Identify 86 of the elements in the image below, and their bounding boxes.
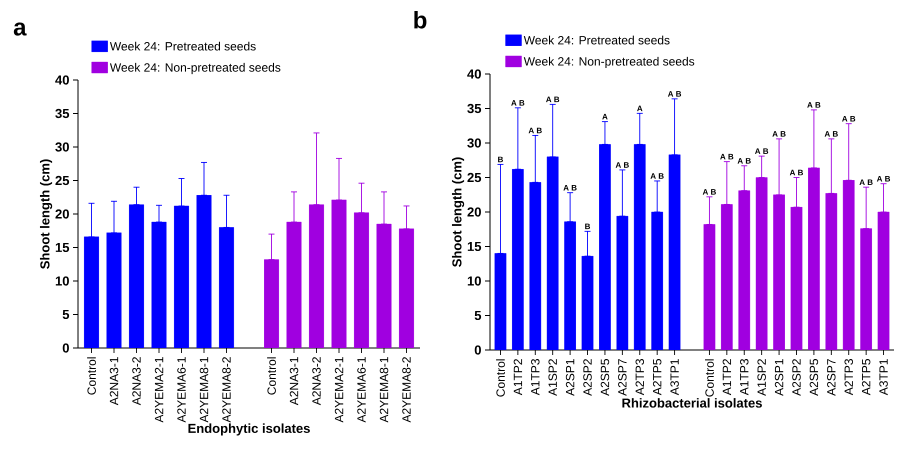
annotation: A B	[842, 116, 856, 122]
y-tick-label: 30	[55, 142, 69, 152]
x-axis-title: Rhizobacterial isolates	[622, 398, 762, 408]
x-tick-label: A2SP7	[618, 359, 627, 396]
x-tick-label: A2NA3-2	[132, 357, 141, 406]
x-tick-label: A3TP1	[670, 359, 679, 396]
y-tick-label: 15	[468, 242, 482, 252]
annotation: A B	[824, 131, 838, 137]
y-tick-label: 35	[467, 104, 482, 114]
chart-title: b	[414, 10, 426, 29]
annotation: A B	[563, 184, 577, 190]
y-tick-label: 35	[55, 108, 70, 118]
x-axis-title: Endophytic isolates	[188, 423, 310, 436]
x-tick-label: Control	[705, 359, 714, 397]
annotation: A B	[790, 170, 804, 176]
annotation: A B	[528, 128, 542, 134]
y-tick-label: 30	[467, 138, 481, 148]
legend-label: Week 24: Pretreated seeds	[110, 42, 256, 51]
x-tick-label: A1SP2	[757, 359, 766, 396]
x-tick-label: A2SP7	[827, 359, 836, 396]
x-tick-label: A2TP3	[844, 359, 853, 396]
annotation: A B	[754, 148, 768, 154]
x-tick-label: A1SP2	[548, 359, 557, 396]
annotation: A B	[702, 189, 716, 195]
annotation: A B	[859, 179, 873, 185]
annotation: B	[498, 156, 503, 162]
y-tick-label: 0	[474, 345, 481, 355]
annotation: A B	[772, 131, 786, 137]
x-tick-label: Control	[87, 357, 96, 395]
x-tick-label: A2YEMA6-1	[177, 357, 186, 423]
y-tick-label: 25	[55, 176, 70, 186]
annotation: A B	[650, 173, 664, 179]
annotation: B	[585, 224, 590, 230]
legend-label: Week 24: Non-pretreated seeds	[524, 56, 694, 68]
y-axis-title: Shoot length (cm)	[40, 159, 52, 269]
x-tick-label: A2SP5	[810, 359, 818, 396]
x-tick-label: A2SP2	[792, 359, 801, 396]
annotation: A B	[738, 158, 751, 164]
y-tick-label: 40	[467, 69, 481, 79]
annotation: A B	[807, 102, 820, 108]
x-tick-label: A2SP5	[600, 359, 610, 396]
annotation: A B	[511, 100, 524, 106]
x-tick-label: A2YEMA2-1	[154, 357, 164, 423]
x-tick-label: A2YEMA6-1	[357, 357, 366, 423]
x-tick-label: A2YEMA8-2	[402, 357, 411, 423]
x-tick-label: A1TP2	[514, 359, 522, 396]
y-tick-label: 10	[468, 276, 481, 286]
x-tick-label: A2NA3-2	[312, 357, 321, 406]
y-axis-title: Shoot length (cm)	[452, 157, 464, 267]
x-tick-label: A1TP2	[722, 359, 732, 396]
x-tick-label: A2YEMA8-1	[200, 357, 208, 423]
x-tick-label: A2YEMA8-2	[222, 357, 231, 423]
x-tick-label: A3TP1	[879, 359, 888, 396]
x-tick-label: A2NA3-1	[110, 357, 118, 406]
y-tick-label: 5	[474, 310, 482, 320]
y-tick-label: 5	[62, 310, 70, 320]
legend-label: Week 24: Pretreated seeds	[524, 36, 670, 44]
y-tick-label: 40	[55, 75, 69, 85]
annotation: A B	[720, 154, 734, 160]
annotation: A B	[668, 91, 682, 97]
y-tick-label: 20	[55, 209, 69, 219]
y-tick-label: 20	[467, 207, 481, 217]
y-tick-label: 10	[56, 276, 69, 286]
annotation: A B	[546, 96, 560, 102]
x-tick-label: A2SP1	[774, 359, 784, 396]
annotation: A B	[876, 176, 890, 182]
x-tick-label: A2TP5	[652, 359, 662, 396]
x-tick-label: A2YEMA8-1	[380, 357, 388, 423]
annotation: A	[637, 106, 642, 112]
x-tick-label: A1TP3	[740, 359, 748, 396]
y-tick-label: 15	[56, 242, 70, 252]
x-tick-label: A2YEMA2-1	[334, 357, 344, 423]
x-tick-label: A2TP3	[636, 359, 644, 396]
x-tick-label: Control	[267, 357, 276, 395]
x-tick-label: A2SP1	[566, 359, 574, 396]
x-tick-label: A2TP5	[862, 359, 870, 396]
x-tick-label: Control	[496, 359, 505, 397]
chart-title: a	[14, 22, 27, 36]
x-tick-label: A2NA3-1	[290, 357, 298, 406]
y-tick-label: 25	[467, 172, 482, 182]
x-tick-label: A1TP3	[531, 359, 540, 396]
annotation: A	[602, 114, 608, 120]
legend-label: Week 24: Non-pretreated seeds	[110, 62, 280, 74]
annotation: A B	[616, 162, 629, 168]
y-tick-label: 0	[62, 343, 69, 353]
x-tick-label: A2SP2	[583, 359, 592, 396]
